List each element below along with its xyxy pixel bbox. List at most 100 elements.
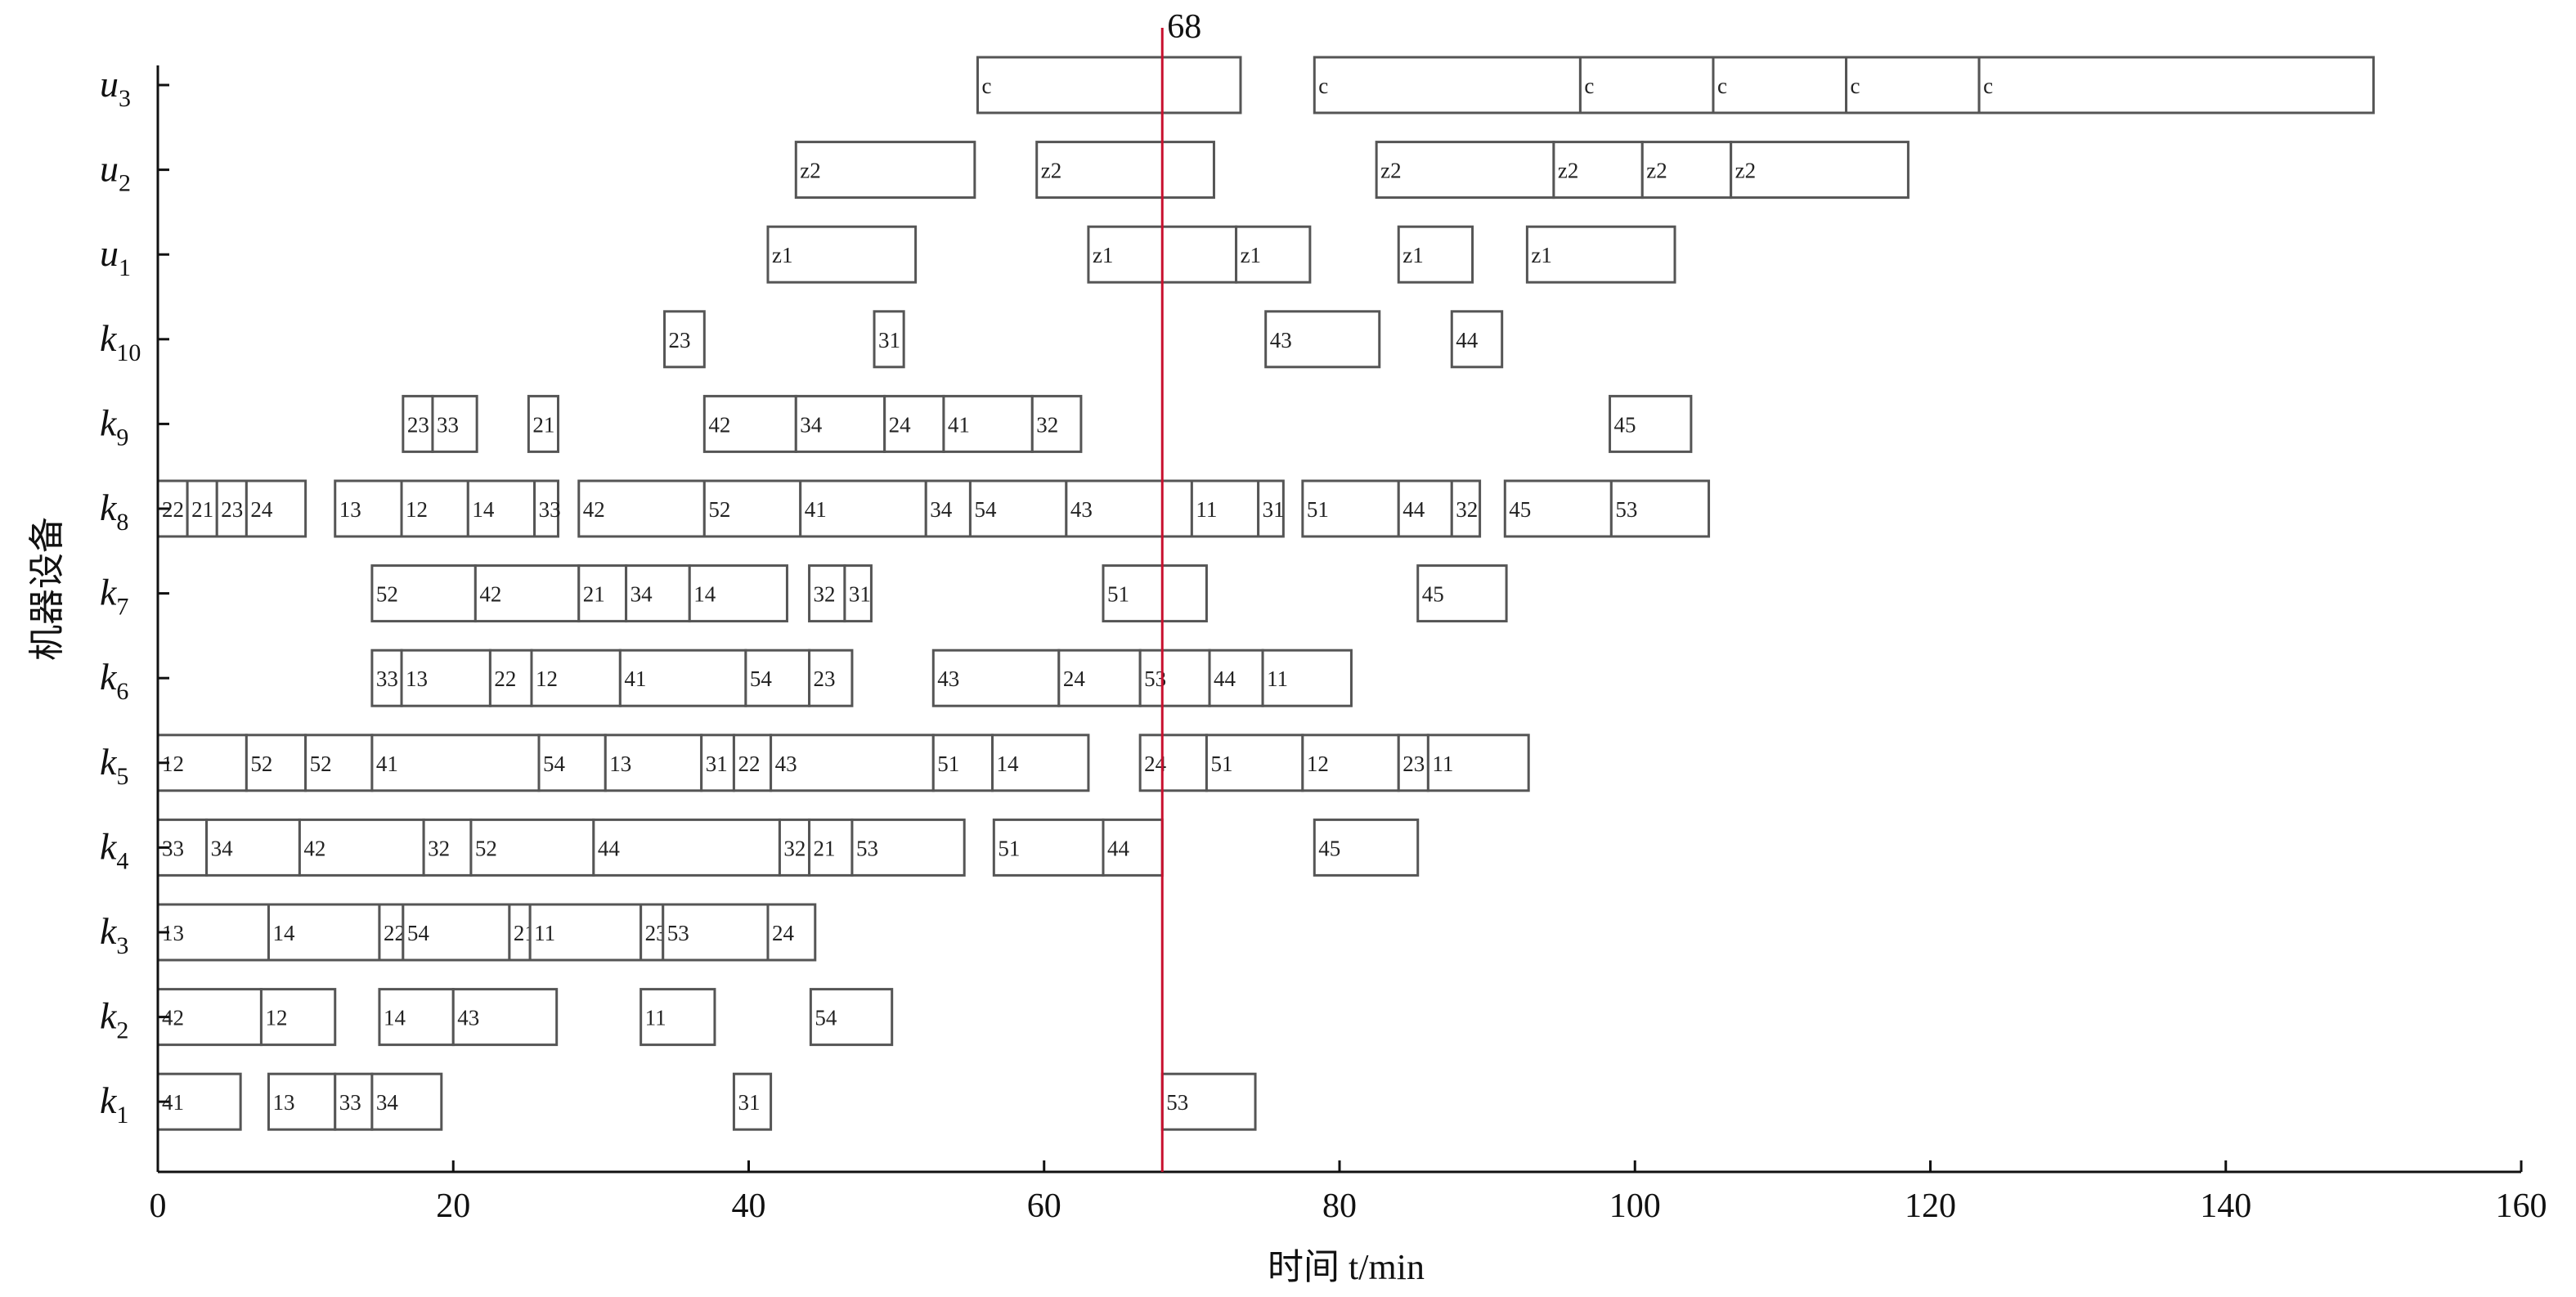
x-tick-label: 80 bbox=[1322, 1187, 1357, 1225]
task-bar bbox=[1552, 141, 1644, 200]
task-bar bbox=[156, 734, 248, 792]
task-bar bbox=[370, 1072, 443, 1131]
row-label-k8: k8 bbox=[100, 487, 128, 536]
task-label: 22 bbox=[738, 752, 760, 776]
task-label: 33 bbox=[437, 412, 459, 437]
task-bar bbox=[402, 394, 434, 453]
task-label: 43 bbox=[937, 666, 959, 691]
row-label-base: k bbox=[100, 825, 118, 867]
task-label: z1 bbox=[1531, 243, 1551, 267]
task-label: 43 bbox=[1070, 497, 1093, 522]
task-label: 53 bbox=[1166, 1090, 1188, 1115]
task-bar bbox=[1313, 56, 1582, 114]
task-bar bbox=[1450, 479, 1482, 538]
task-bar bbox=[883, 394, 945, 453]
task-label: 31 bbox=[849, 582, 871, 607]
row-label-sub: 1 bbox=[116, 1102, 128, 1129]
task-bar bbox=[808, 818, 854, 877]
task-label: 52 bbox=[250, 752, 272, 776]
task-label: 14 bbox=[272, 921, 295, 945]
row-label-k6: k6 bbox=[100, 656, 128, 705]
task-label: 54 bbox=[974, 497, 997, 522]
task-label: z1 bbox=[1093, 243, 1113, 267]
task-bar bbox=[400, 648, 491, 707]
row-label-base: k bbox=[100, 995, 118, 1037]
task-label: 54 bbox=[815, 1006, 837, 1030]
task-label: 22 bbox=[494, 666, 516, 691]
task-bar bbox=[604, 734, 703, 792]
task-bar bbox=[809, 988, 894, 1047]
task-label: 54 bbox=[750, 666, 773, 691]
row-label-sub: 2 bbox=[116, 1017, 128, 1044]
row-label-base: k bbox=[100, 1079, 118, 1121]
task-label: 41 bbox=[624, 666, 646, 691]
task-label: 44 bbox=[1402, 497, 1425, 522]
x-axis-title: 时间 t/min bbox=[1268, 1247, 1425, 1287]
task-label: 31 bbox=[706, 752, 728, 776]
x-tick-label: 160 bbox=[2496, 1187, 2547, 1225]
task-label: c bbox=[1318, 74, 1328, 98]
row-label-sub: 5 bbox=[116, 763, 128, 790]
row-label-k7: k7 bbox=[100, 572, 128, 621]
task-bar bbox=[215, 479, 248, 538]
task-label: 54 bbox=[407, 921, 430, 945]
task-bar bbox=[744, 648, 811, 707]
task-label: 42 bbox=[303, 836, 325, 860]
task-bar bbox=[808, 648, 854, 707]
task-bar bbox=[931, 648, 1061, 707]
task-label: z2 bbox=[1380, 159, 1401, 183]
task-label: 14 bbox=[693, 582, 716, 607]
task-label: z1 bbox=[1241, 243, 1261, 267]
task-label: 21 bbox=[814, 836, 836, 860]
task-bar bbox=[1030, 394, 1083, 453]
task-label: 52 bbox=[475, 836, 497, 860]
y-axis-title: 机器设备 bbox=[27, 517, 67, 661]
task-label: 32 bbox=[1036, 412, 1058, 437]
task-bar bbox=[533, 479, 559, 538]
task-label: 34 bbox=[930, 497, 953, 522]
row-label-base: k bbox=[100, 317, 118, 359]
row-label-sub: 4 bbox=[116, 847, 128, 874]
task-bar bbox=[156, 1072, 242, 1131]
task-bar bbox=[1712, 56, 1848, 114]
row-label-k5: k5 bbox=[100, 741, 128, 790]
task-label: 11 bbox=[645, 1006, 666, 1030]
reference-line-label: 68 bbox=[1167, 8, 1201, 46]
x-tick-label: 120 bbox=[1905, 1187, 1956, 1225]
task-bars: c c c c c c z2 z2 z2 z2 z2 z2 z1 z1 z1 z1 z1 23 31 43 44 23 33… bbox=[156, 56, 2375, 1131]
row-label-sub: 8 bbox=[116, 509, 128, 536]
task-bar bbox=[770, 734, 935, 792]
x-tick-label: 20 bbox=[436, 1187, 470, 1225]
task-label: 12 bbox=[406, 497, 428, 522]
task-label: c bbox=[1717, 74, 1727, 98]
task-label: 13 bbox=[406, 666, 428, 691]
task-label: 44 bbox=[598, 836, 621, 860]
task-label: 21 bbox=[191, 497, 213, 522]
task-bar bbox=[968, 479, 1068, 538]
task-bar bbox=[1301, 734, 1400, 792]
task-label: 52 bbox=[310, 752, 332, 776]
task-label: z2 bbox=[1041, 159, 1061, 183]
task-bar bbox=[431, 394, 478, 453]
task-bar bbox=[1138, 648, 1211, 707]
task-label: 51 bbox=[1210, 752, 1232, 776]
task-label: 32 bbox=[428, 836, 450, 860]
task-label: 32 bbox=[1456, 497, 1478, 522]
task-bar bbox=[688, 564, 788, 623]
task-bar bbox=[976, 56, 1242, 114]
task-label: 14 bbox=[384, 1006, 406, 1030]
task-bar bbox=[1730, 141, 1910, 200]
task-label: 31 bbox=[878, 328, 900, 352]
row-label-sub: 10 bbox=[116, 339, 141, 366]
task-label: 24 bbox=[772, 921, 795, 945]
task-bar bbox=[799, 479, 927, 538]
task-bar bbox=[528, 903, 643, 962]
task-label: 41 bbox=[376, 752, 398, 776]
x-tick-label: 40 bbox=[732, 1187, 766, 1225]
task-label: 12 bbox=[265, 1006, 287, 1030]
row-label-k2: k2 bbox=[100, 995, 128, 1044]
row-label-sub: 2 bbox=[119, 170, 131, 197]
row-label-base: u bbox=[100, 232, 119, 274]
task-bar bbox=[473, 564, 581, 623]
